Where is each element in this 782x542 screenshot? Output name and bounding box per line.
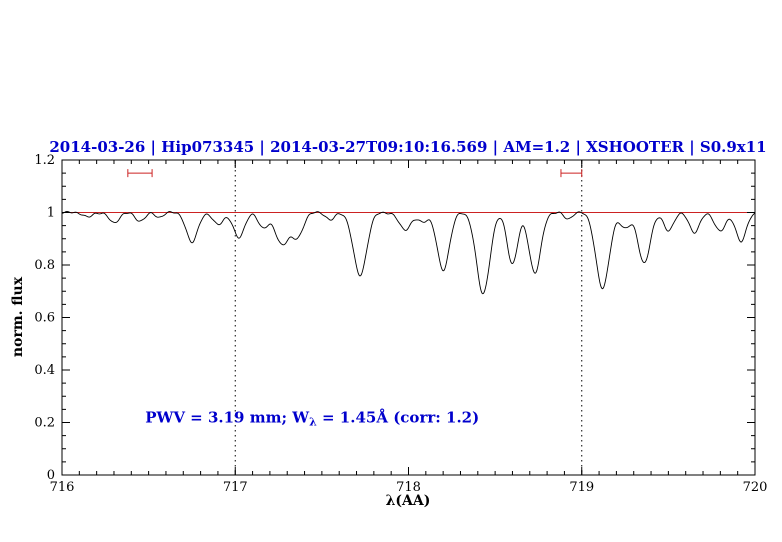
x-tick-label: 718 xyxy=(396,480,421,495)
y-tick-label: 0 xyxy=(47,468,55,483)
x-tick-label: 719 xyxy=(569,480,594,495)
x-tick-label: 716 xyxy=(50,480,75,495)
spectrum-path xyxy=(61,211,756,295)
y-tick-label: 0.4 xyxy=(34,363,55,378)
y-axis-label: norm. flux xyxy=(10,276,26,357)
y-tick-label: 0.2 xyxy=(34,416,55,431)
y-tick-label: 1.2 xyxy=(34,153,55,168)
pwv-annotation: PWV = 3.19 mm; Wλ = 1.45Å (corr: 1.2) xyxy=(145,409,479,429)
x-tick-label: 720 xyxy=(743,480,768,495)
x-axis-label: λ(AA) xyxy=(386,493,431,509)
x-tick-label: 717 xyxy=(223,480,248,495)
y-tick-label: 0.8 xyxy=(34,258,55,273)
plot-title: 2014-03-26 | Hip073345 | 2014-03-27T09:1… xyxy=(49,138,766,156)
y-tick-label: 1 xyxy=(47,206,55,221)
plot-frame xyxy=(61,159,756,476)
y-tick-label: 0.6 xyxy=(34,311,55,326)
